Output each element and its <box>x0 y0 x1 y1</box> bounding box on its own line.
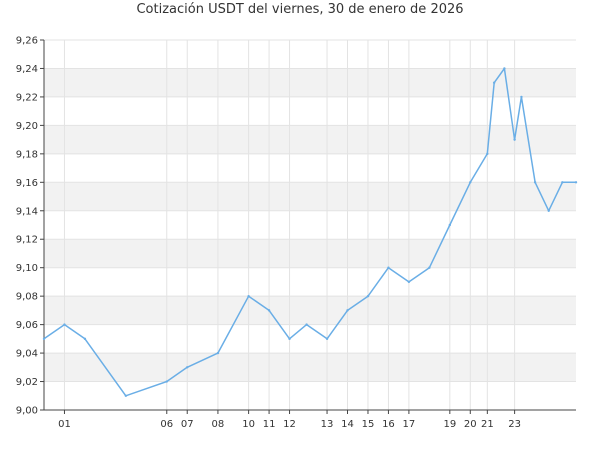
x-tick-label: 07 <box>181 419 194 430</box>
plot-band <box>44 353 576 382</box>
y-tick-label: 9,18 <box>16 149 38 160</box>
data-point <box>83 337 87 341</box>
data-point <box>547 209 550 212</box>
plot-band <box>44 239 576 268</box>
y-tick-label: 9,00 <box>16 406 38 417</box>
data-point <box>428 266 431 269</box>
data-point <box>574 181 578 184</box>
y-tick-label: 9,16 <box>16 178 38 189</box>
y-tick-label: 9,02 <box>16 377 38 388</box>
plot-band <box>44 182 576 211</box>
data-point <box>469 181 472 184</box>
x-tick-label: 19 <box>443 419 456 430</box>
grid-lines <box>44 39 576 411</box>
data-point <box>492 81 496 84</box>
data-point <box>42 337 46 341</box>
data-point <box>305 323 308 326</box>
series-layer <box>42 67 578 397</box>
data-point <box>346 309 349 312</box>
data-point <box>387 266 390 269</box>
data-point <box>267 309 271 312</box>
plot-band <box>44 68 576 97</box>
data-point <box>520 95 523 99</box>
y-tick-label: 9,06 <box>16 320 38 331</box>
x-tick-label: 12 <box>283 419 296 430</box>
data-point <box>533 181 537 184</box>
x-tick-label: 11 <box>263 419 276 430</box>
x-tick-label: 16 <box>382 419 395 430</box>
data-point <box>513 138 516 141</box>
plot-band <box>44 296 576 325</box>
chart-title: Cotización USDT del viernes, 30 de enero… <box>136 2 464 17</box>
data-point <box>366 294 370 298</box>
y-tick-label: 9,22 <box>16 92 38 103</box>
plot-bands <box>44 68 576 382</box>
y-axis-ticks: 9,00 9,02 9,04 9,06 9,08 9,10 9,12 9,14 9,16 9,18… <box>16 36 44 417</box>
y-tick-label: 9,20 <box>16 121 38 132</box>
data-point <box>247 294 250 298</box>
y-tick-label: 9,12 <box>16 235 38 246</box>
data-point <box>216 351 220 355</box>
data-point <box>486 152 489 156</box>
x-tick-label: 01 <box>58 419 71 430</box>
plot-band <box>44 125 576 154</box>
x-tick-label: 13 <box>321 419 334 430</box>
data-point <box>124 394 128 397</box>
series-line <box>43 67 576 397</box>
data-point <box>288 337 291 341</box>
x-tick-label: 06 <box>160 419 173 430</box>
y-tick-label: 9,24 <box>16 64 38 75</box>
y-tick-label: 9,08 <box>16 292 38 303</box>
data-point <box>186 366 189 369</box>
data-point <box>407 280 411 284</box>
data-point <box>63 323 66 326</box>
x-tick-label: 10 <box>242 419 255 430</box>
data-point <box>325 337 329 341</box>
data-point <box>448 223 452 227</box>
x-tick-label: 17 <box>403 419 416 430</box>
x-tick-label: 14 <box>341 419 354 430</box>
data-point <box>503 67 506 70</box>
y-tick-label: 9,14 <box>16 206 38 217</box>
x-tick-label: 15 <box>362 419 375 430</box>
x-tick-label: 21 <box>481 419 494 430</box>
x-tick-label: 20 <box>464 419 477 430</box>
x-axis-ticks: 01 06 07 08 10 11 12 13 14 15 16 17 19 20 21 23 <box>58 410 521 430</box>
y-tick-label: 9,26 <box>16 36 38 47</box>
data-point <box>561 181 564 184</box>
x-tick-label: 23 <box>508 419 521 430</box>
y-tick-label: 9,10 <box>16 263 38 274</box>
y-tick-label: 9,04 <box>16 349 38 360</box>
x-tick-label: 08 <box>212 419 225 430</box>
data-point <box>165 380 168 383</box>
